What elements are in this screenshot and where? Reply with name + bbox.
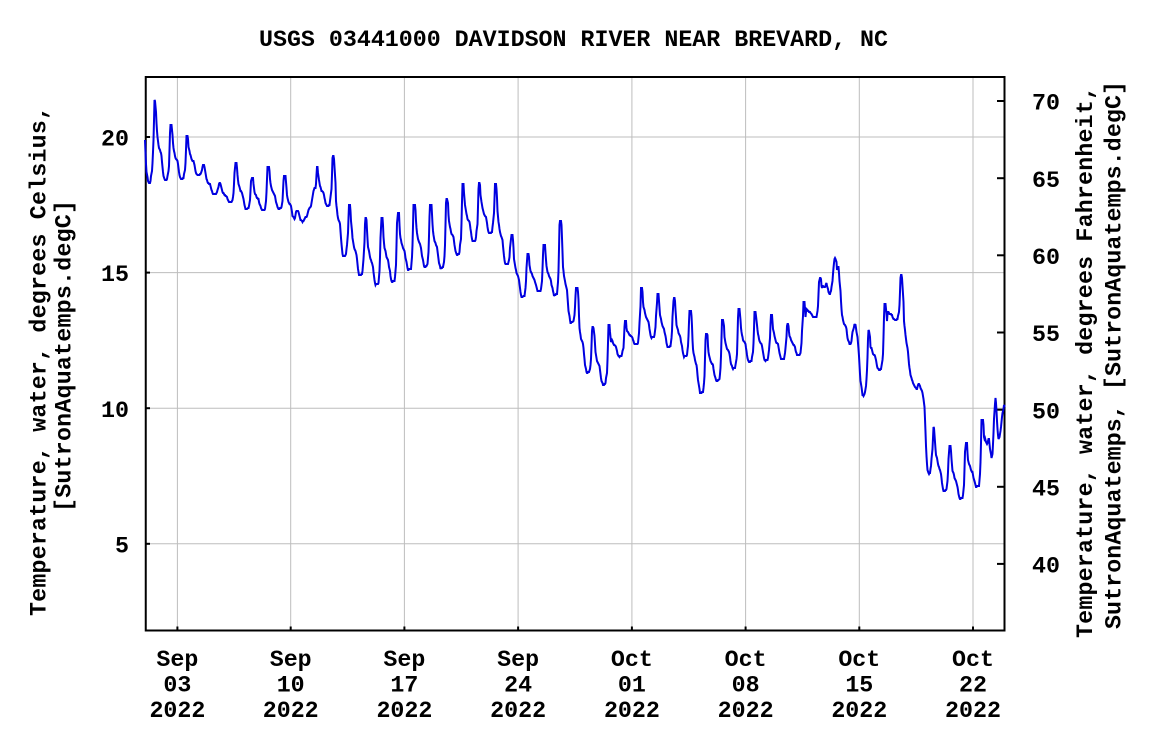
- svg-text:10: 10: [277, 673, 305, 699]
- svg-text:Oct: Oct: [611, 647, 653, 673]
- svg-text:2022: 2022: [718, 698, 774, 724]
- svg-text:2022: 2022: [945, 698, 1001, 724]
- svg-text:Sep: Sep: [156, 647, 198, 673]
- svg-text:50: 50: [1032, 399, 1060, 425]
- svg-text:SutronAquatemps, [SutronAquate: SutronAquatemps, [SutronAquatemps.degC]: [1102, 81, 1128, 629]
- svg-text:03: 03: [163, 673, 191, 699]
- svg-text:2022: 2022: [149, 698, 205, 724]
- svg-text:40: 40: [1032, 554, 1060, 580]
- svg-text:15: 15: [101, 262, 129, 288]
- svg-text:2022: 2022: [604, 698, 660, 724]
- svg-text:22: 22: [959, 673, 987, 699]
- svg-text:Sep: Sep: [497, 647, 539, 673]
- svg-text:60: 60: [1032, 245, 1060, 271]
- svg-text:17: 17: [390, 673, 418, 699]
- svg-text:Oct: Oct: [725, 647, 767, 673]
- svg-text:Oct: Oct: [952, 647, 994, 673]
- svg-text:Temperature, water, degrees Fa: Temperature, water, degrees Fahrenheit,: [1073, 86, 1099, 638]
- svg-text:2022: 2022: [831, 698, 887, 724]
- svg-text:2022: 2022: [490, 698, 546, 724]
- svg-text:Oct: Oct: [838, 647, 880, 673]
- svg-text:2022: 2022: [376, 698, 432, 724]
- svg-text:70: 70: [1032, 91, 1060, 117]
- svg-text:USGS 03441000 DAVIDSON RIVER N: USGS 03441000 DAVIDSON RIVER NEAR BREVAR…: [259, 27, 888, 53]
- svg-text:45: 45: [1032, 476, 1060, 502]
- svg-text:08: 08: [732, 673, 760, 699]
- svg-text:15: 15: [845, 673, 873, 699]
- svg-text:[SutronAquatemps.degC]: [SutronAquatemps.degC]: [52, 200, 78, 512]
- svg-text:01: 01: [618, 673, 646, 699]
- svg-text:10: 10: [101, 398, 129, 424]
- svg-text:2022: 2022: [263, 698, 319, 724]
- svg-text:20: 20: [101, 127, 129, 153]
- svg-text:Sep: Sep: [270, 647, 312, 673]
- svg-text:5: 5: [115, 533, 129, 559]
- svg-text:24: 24: [504, 673, 532, 699]
- svg-text:65: 65: [1032, 168, 1060, 194]
- svg-text:55: 55: [1032, 322, 1060, 348]
- svg-text:Temperature, water, degrees Ce: Temperature, water, degrees Celsius,: [27, 106, 53, 616]
- svg-text:Sep: Sep: [383, 647, 425, 673]
